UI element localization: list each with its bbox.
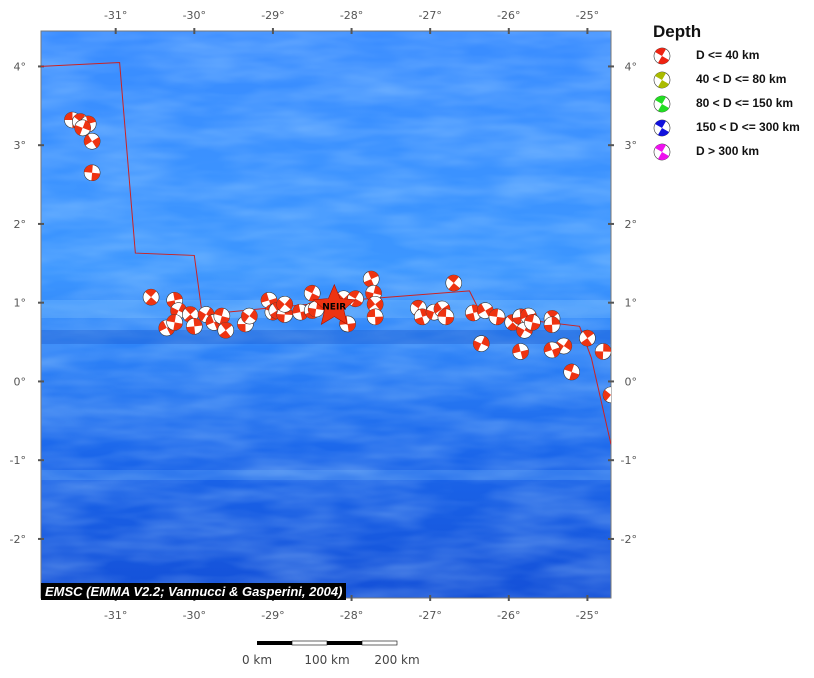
graticule-labels: -31° -31° -30° -30° -29° -29° -28° -28° -27° -27°…: [10, 9, 637, 622]
legend-beachball: [653, 47, 671, 65]
fracture-zone-band: [41, 330, 611, 344]
lat-label-right: 3°: [625, 139, 638, 152]
lon-label-bottom: -29°: [261, 609, 284, 622]
legend-beachball-icon: [653, 95, 671, 113]
lat-label-left: 4°: [14, 60, 27, 73]
lon-label-bottom: -28°: [340, 609, 363, 622]
focal-mechanism: [217, 321, 235, 339]
focal-mechanism: [186, 318, 203, 335]
focal-mechanism: [602, 386, 611, 404]
lon-label-bottom: -25°: [576, 609, 599, 622]
legend-item: 80 < D <= 150 km: [652, 94, 793, 114]
lon-label-bottom: -30°: [183, 609, 206, 622]
focal-mechanism: [362, 270, 380, 288]
legend-item: 40 < D <= 80 km: [652, 70, 786, 90]
lon-label-top: -30°: [183, 9, 206, 22]
focal-mechanism: [472, 335, 490, 352]
lat-label-right: 0°: [625, 375, 638, 388]
scale-segment-2: [291, 640, 328, 646]
scale-segment-3: [327, 641, 362, 645]
lon-label-top: -27°: [418, 9, 441, 22]
lon-label-bottom: -31°: [104, 609, 127, 622]
credit-label: EMSC (EMMA V2.2; Vannucci & Gasperini, 2…: [41, 583, 347, 600]
lat-label-right: -2°: [621, 533, 637, 546]
legend-beachball: [653, 143, 671, 161]
legend-title: Depth: [653, 22, 702, 41]
legend-beachball-icon: [653, 143, 671, 161]
legend-beachball-icon: [653, 47, 671, 65]
lat-label-left: -2°: [10, 533, 26, 546]
focal-mechanism: [437, 308, 455, 326]
scale-label-200: 200 km: [374, 653, 419, 667]
focal-mechanism: [166, 314, 183, 331]
focal-mechanism: [563, 363, 580, 381]
lat-label-right: 2°: [625, 218, 638, 231]
scale-label-0: 0 km: [242, 653, 272, 667]
lat-label-right: 1°: [625, 297, 638, 310]
lon-label-top: -26°: [497, 9, 520, 22]
focal-mechanism: [276, 295, 294, 313]
station-marker: NEIR: [312, 283, 356, 326]
focal-mechanism: [142, 288, 160, 306]
focal-mechanism: [488, 308, 506, 326]
legend-beachball: [653, 119, 671, 137]
scale-segment-4: [361, 640, 398, 646]
focal-mechanism: [213, 307, 231, 325]
legend-beachball: [653, 71, 671, 89]
lat-label-left: 2°: [14, 218, 27, 231]
scale-label-100: 100 km: [304, 653, 349, 667]
scale-segment-1: [257, 641, 292, 645]
focal-mechanism: [303, 284, 321, 302]
legend-label: 150 < D <= 300 km: [696, 120, 800, 134]
lat-label-left: 1°: [14, 297, 27, 310]
focal-mechanism: [445, 274, 463, 292]
lon-label-top: -29°: [261, 9, 284, 22]
focal-mechanism: [512, 343, 529, 360]
legend-item: D > 300 km: [652, 142, 759, 162]
lon-label-top: -25°: [576, 9, 599, 22]
focal-mechanism: [365, 284, 382, 302]
focal-mechanism: [524, 314, 541, 331]
lon-label-bottom: -26°: [497, 609, 520, 622]
station-label: NEIR: [322, 303, 346, 313]
lon-label-bottom: -27°: [418, 609, 441, 622]
focal-mechanism: [74, 119, 91, 137]
legend-item: D <= 40 km: [652, 46, 759, 66]
legend-label: 80 < D <= 150 km: [696, 96, 794, 110]
lat-label-left: 3°: [14, 139, 27, 152]
station-star: [312, 283, 356, 326]
ridge-band-lower: [41, 470, 611, 480]
legend-beachball-icon: [653, 119, 671, 137]
lat-label-left: 0°: [14, 375, 27, 388]
legend-label: D > 300 km: [696, 144, 760, 158]
focal-mechanism: [543, 316, 561, 334]
focal-mechanism: [366, 308, 384, 326]
lon-label-top: -28°: [340, 9, 363, 22]
legend-label: D <= 40 km: [696, 48, 760, 62]
legend-beachball: [653, 95, 671, 113]
focal-mechanism: [83, 164, 101, 182]
scale-bar: 0 km 100 km 200 km: [242, 640, 420, 667]
legend-beachball-icon: [653, 71, 671, 89]
focal-mechanism: [241, 307, 258, 325]
lat-label-left: -1°: [10, 454, 26, 467]
legend-label: 40 < D <= 80 km: [696, 72, 787, 86]
focal-mechanism: [579, 329, 596, 347]
lat-label-right: -1°: [621, 454, 637, 467]
legend-item: 150 < D <= 300 km: [652, 118, 800, 138]
lon-label-top: -31°: [104, 9, 127, 22]
focal-mechanism: [594, 343, 611, 360]
focal-mechanism: [83, 132, 101, 150]
focal-mechanisms: [64, 111, 611, 404]
lat-label-right: 4°: [625, 60, 638, 73]
focal-mechanism: [543, 341, 561, 359]
